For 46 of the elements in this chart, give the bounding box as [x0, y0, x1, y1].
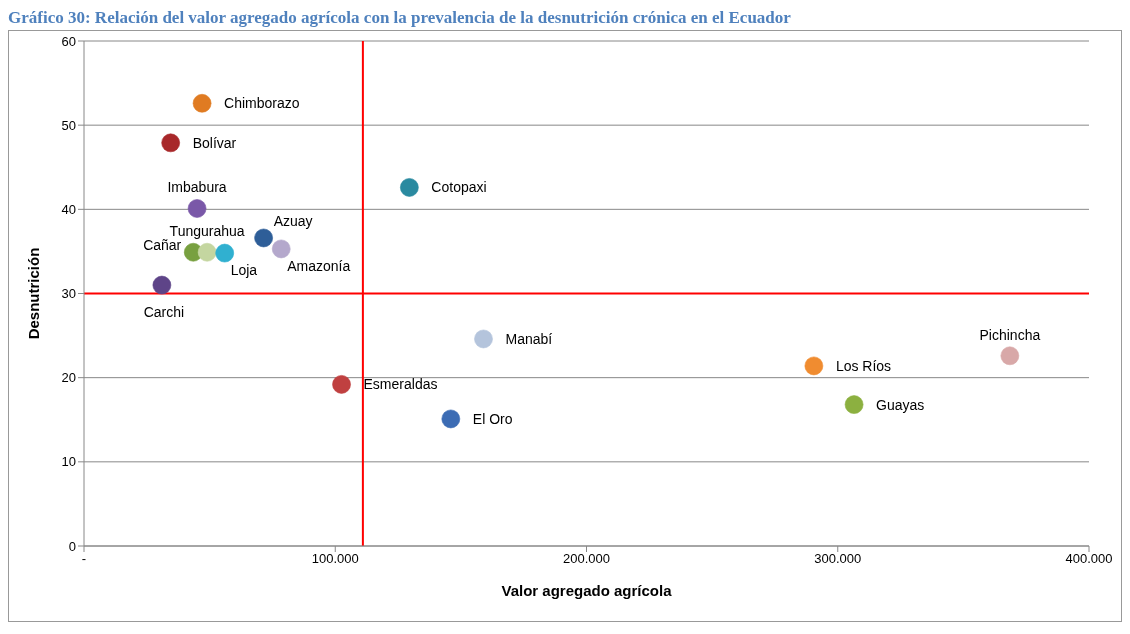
series-label: El Oro [472, 410, 513, 427]
series-label: Cotopaxi [431, 179, 487, 196]
y-axis-title: Desnutrición [25, 247, 43, 340]
point [332, 374, 352, 394]
point [441, 409, 461, 429]
y-tick-label: 10 [61, 454, 76, 470]
point [399, 177, 419, 197]
series-label: Pichincha [979, 326, 1041, 343]
series-label: Chimborazo [224, 95, 300, 112]
series-label: Cañar [143, 237, 182, 254]
series-label: Manabí [505, 330, 553, 347]
point [187, 198, 207, 218]
point [161, 133, 181, 153]
x-axis-title: Valor agregado agrícola [501, 582, 673, 599]
x-tick-label: - [81, 551, 87, 567]
series-label: Amazonía [287, 257, 351, 274]
y-tick-label: 30 [61, 286, 76, 302]
point [197, 242, 217, 262]
series-label: Bolívar [192, 134, 237, 151]
x-tick-label: 100.000 [311, 551, 359, 567]
point [152, 275, 172, 295]
y-tick-label: 50 [61, 117, 76, 133]
series-label: Los Ríos [835, 357, 892, 374]
series-label: Loja [230, 262, 258, 279]
series-label: Carchi [143, 304, 185, 321]
series-label: Imbabura [167, 179, 227, 196]
point [1000, 346, 1020, 366]
point [473, 329, 493, 349]
series-label: Guayas [876, 396, 925, 413]
series-label: Tungurahua [169, 223, 245, 240]
y-tick-label: 0 [68, 538, 76, 554]
point [215, 243, 235, 263]
y-tick-label: 60 [61, 33, 76, 49]
point [254, 228, 274, 248]
x-tick-label: 400.000 [1065, 551, 1113, 567]
point [804, 356, 824, 376]
point [844, 395, 864, 415]
y-tick-label: 40 [61, 201, 76, 217]
chart-title: Gráfico 30: Relación del valor agregado agrícola con la prevalencia de la desnutrición crónica en el Ecuador [8, 8, 792, 29]
point [271, 239, 291, 259]
y-tick-label: 20 [61, 370, 76, 386]
series-label: Esmeraldas [363, 376, 438, 393]
point [192, 93, 212, 113]
x-tick-label: 200.000 [563, 551, 610, 567]
series-label: Azuay [273, 212, 313, 229]
x-tick-label: 300.000 [814, 551, 862, 567]
